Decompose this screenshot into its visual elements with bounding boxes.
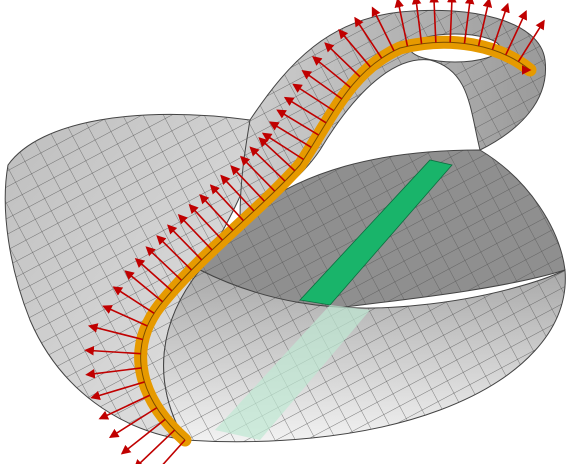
green-strip — [299, 159, 453, 306]
arrow — [145, 246, 183, 281]
arrow — [133, 429, 176, 464]
arrow — [156, 235, 193, 271]
arrow — [220, 174, 255, 212]
arrow — [447, 0, 457, 43]
arrow — [87, 323, 143, 341]
arrow — [301, 69, 343, 100]
arrow — [312, 56, 351, 89]
arrow — [371, 6, 395, 52]
arrow — [258, 137, 296, 172]
arrow — [292, 83, 335, 112]
arrow — [188, 203, 224, 241]
normal-arrows — [84, 0, 545, 464]
arrow — [324, 42, 361, 78]
arrow — [517, 19, 545, 63]
green-strip-faded — [215, 305, 370, 440]
arrow — [491, 2, 510, 50]
arrow — [124, 270, 164, 303]
arrow — [249, 146, 286, 182]
arrow — [261, 132, 305, 161]
arrow — [108, 407, 158, 439]
arrow — [177, 213, 213, 251]
arrow — [411, 0, 423, 44]
arrow — [98, 394, 151, 420]
arrow — [162, 439, 186, 464]
arrow — [209, 184, 245, 222]
arrow — [85, 367, 142, 379]
arrow — [167, 224, 203, 261]
orange-strip-edge — [140, 41, 531, 441]
arrow — [199, 193, 234, 231]
arrow — [354, 16, 383, 59]
arrow — [84, 345, 141, 356]
arrow — [276, 109, 320, 136]
arrow — [338, 28, 371, 68]
arrow — [112, 286, 155, 315]
arrow — [230, 165, 266, 202]
arrow — [283, 96, 327, 124]
arrow — [394, 0, 409, 47]
arrow — [429, 0, 439, 43]
arrow — [120, 418, 166, 455]
arrow — [134, 257, 173, 292]
arrow — [102, 305, 148, 327]
arrow — [463, 0, 475, 44]
arrow — [240, 155, 276, 192]
arrow — [504, 9, 527, 56]
arrow — [90, 381, 145, 401]
arrow — [268, 121, 312, 149]
arrow — [477, 0, 493, 47]
